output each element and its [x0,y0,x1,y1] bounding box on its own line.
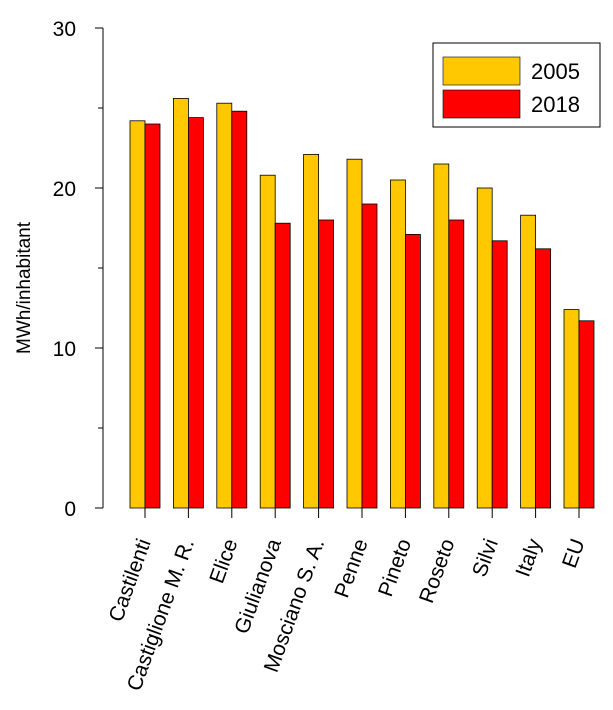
bar-2018 [491,240,508,509]
bar-2005 [129,120,146,509]
x-tick-label: Pineto [374,536,416,600]
y-tick-label: 10 [53,338,76,361]
bar-2005 [520,214,536,509]
bars [129,98,595,509]
bar-2005 [389,179,406,509]
x-tick-label: Silvi [468,536,503,580]
legend-label-2005: 2005 [531,59,580,84]
bar-2005 [172,98,189,509]
bar-2018 [361,203,378,509]
y-axis-title: MWh/inhabitant [14,221,35,354]
bar-2005 [476,187,493,509]
axes: 0 10 20 30 [53,18,580,521]
bar-2018 [578,320,595,509]
bar-2005 [303,153,320,509]
bar-2005 [259,174,276,509]
bar-2005 [346,158,363,509]
y-tick-label: 20 [53,178,76,201]
x-tick-label: Penne [330,536,372,601]
x-tick-label: Italy [512,535,547,580]
bar-2018 [274,222,291,509]
x-tick-label: EU [558,536,590,571]
legend-swatch-2005 [442,56,521,86]
bar-2005 [216,102,233,509]
bar-2005 [563,309,580,509]
bar-2018 [448,219,465,509]
bar-2018 [535,248,551,509]
bar-2018 [144,123,161,509]
legend-label-2018: 2018 [531,92,580,117]
bar-2018 [318,219,335,509]
x-tick-label: Roseto [415,536,459,606]
legend-swatch-2018 [442,89,521,119]
bar-2018 [187,117,204,509]
bar-2018 [231,110,248,509]
x-tick-label: Elice [205,536,242,587]
legend: 2005 2018 [432,42,601,128]
y-tick-label: 30 [53,18,76,41]
y-tick-label: 0 [64,498,76,521]
bar-2018 [404,233,421,509]
bar-2005 [433,163,450,509]
x-tick-label: Castilenti [105,536,156,625]
